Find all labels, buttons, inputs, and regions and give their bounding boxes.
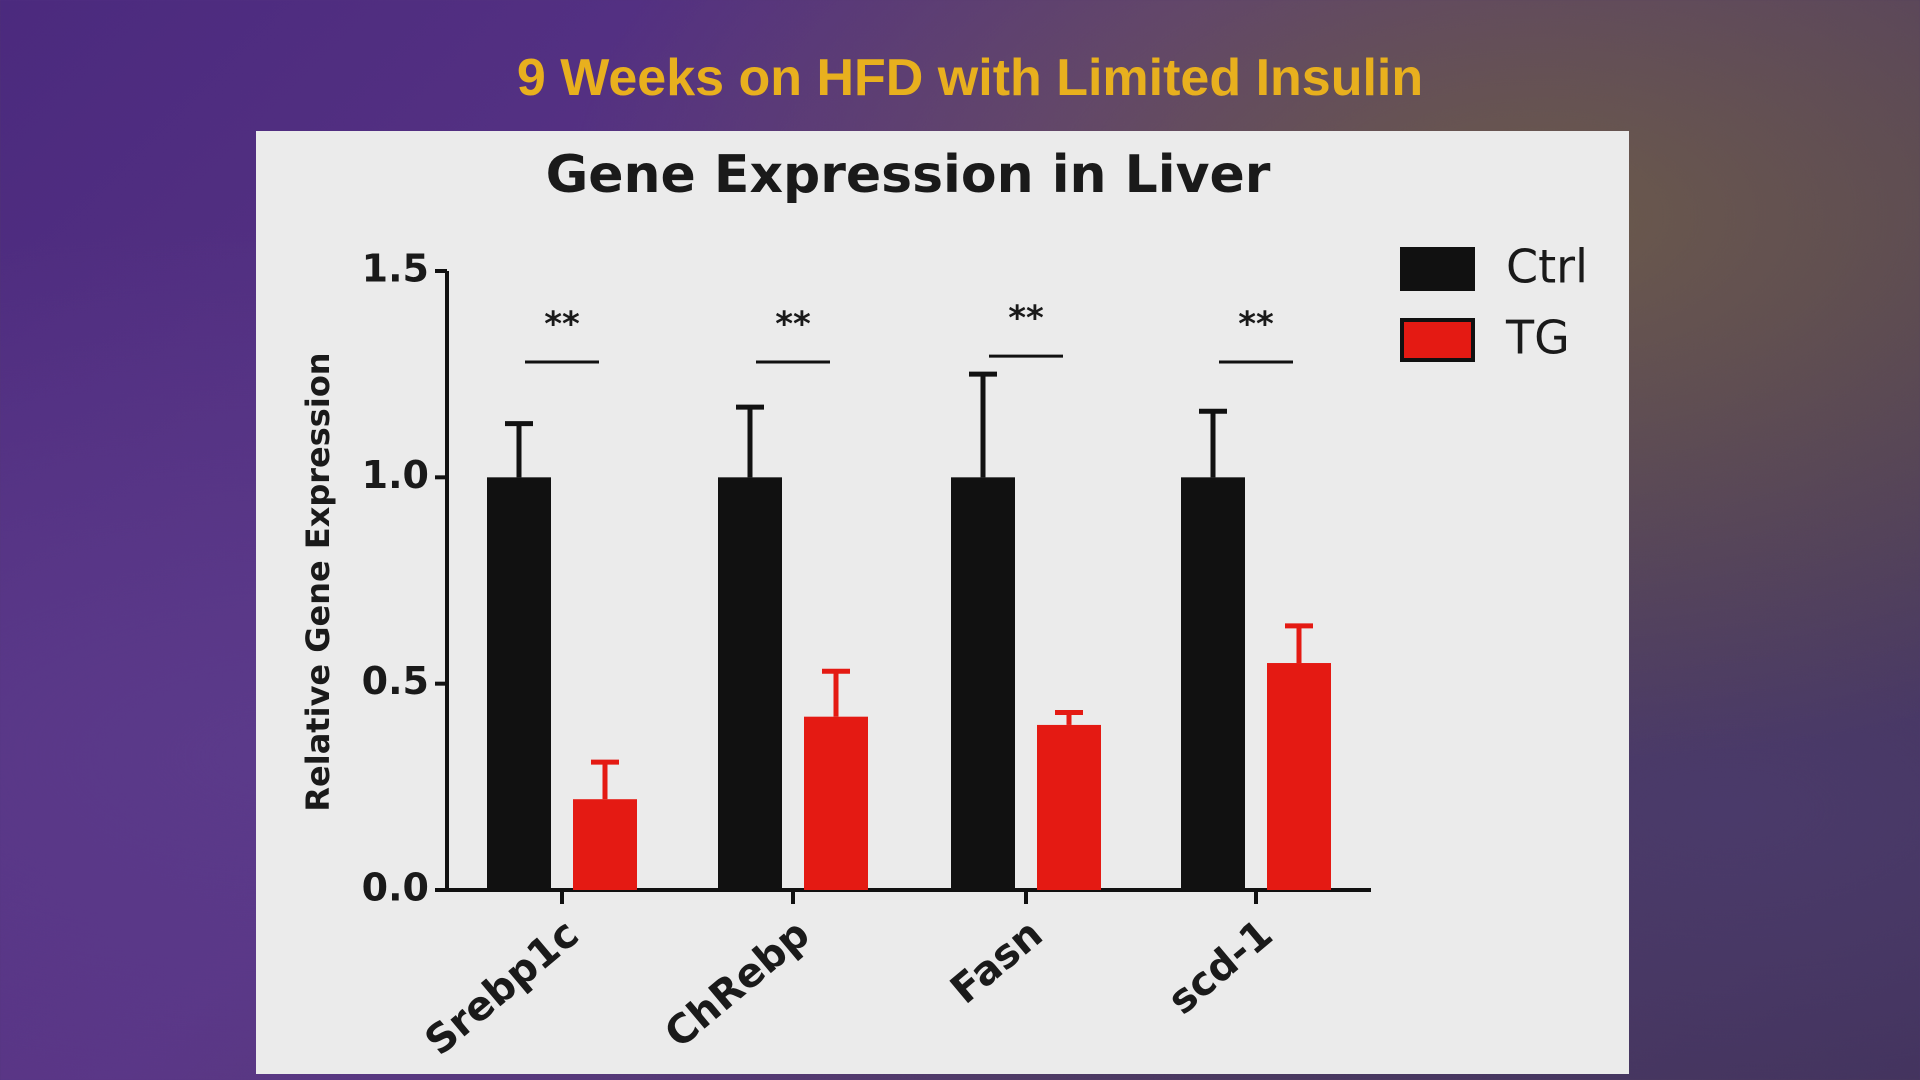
bar	[718, 477, 782, 890]
legend-label: Ctrl	[1506, 240, 1588, 294]
y-tick-label: 1.5	[362, 247, 429, 291]
bar	[1037, 724, 1101, 890]
significance-label: **	[775, 305, 811, 345]
bar	[1267, 663, 1331, 890]
legend-swatch	[1400, 318, 1475, 362]
slide-title: 9 Weeks on HFD with Limited Insulin	[516, 49, 1424, 107]
significance-label: **	[544, 305, 580, 345]
y-axis-label: Relative Gene Expression	[299, 352, 337, 811]
significance-label: **	[1008, 299, 1044, 339]
legend-swatch	[1400, 247, 1475, 291]
legend-label: TG	[1505, 311, 1570, 365]
significance-label: **	[1238, 305, 1274, 345]
bar	[573, 799, 637, 890]
bar	[1181, 477, 1245, 890]
y-tick-label: 0.0	[362, 866, 429, 910]
bar	[804, 716, 868, 890]
bar	[951, 477, 1015, 890]
chart-title: Gene Expression in Liver	[546, 145, 1271, 205]
bar	[487, 477, 551, 890]
y-tick-label: 0.5	[362, 659, 429, 703]
y-tick-label: 1.0	[362, 453, 429, 497]
